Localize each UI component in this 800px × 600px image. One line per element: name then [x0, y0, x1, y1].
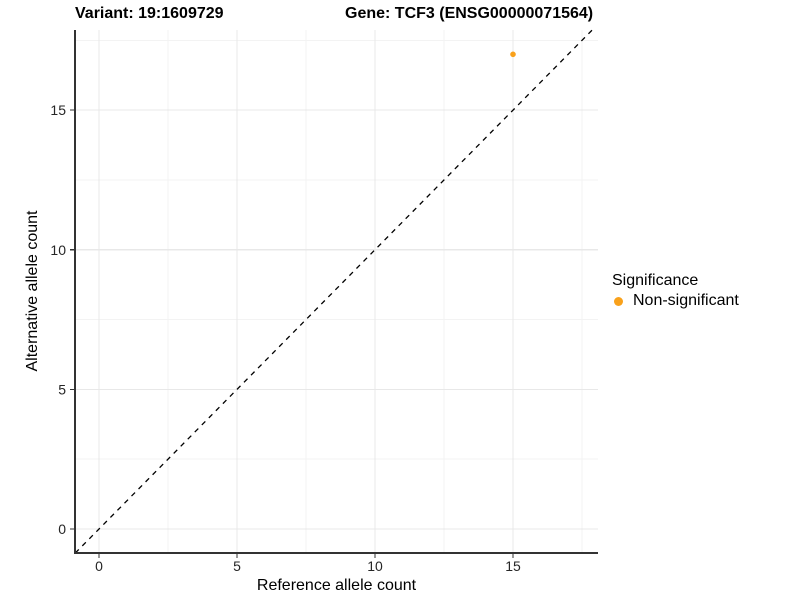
legend-item: Non-significant: [612, 292, 739, 310]
x-tick-label: 5: [233, 558, 241, 574]
x-tick-label: 15: [505, 558, 521, 574]
identity-line: [74, 29, 593, 554]
legend-point-icon: [614, 296, 623, 306]
x-tick-label: 0: [95, 558, 103, 574]
data-point: [510, 51, 516, 58]
legend-item-label: Non-significant: [633, 292, 739, 309]
x-axis-label: Reference allele count: [256, 577, 417, 594]
y-tick-label: 10: [50, 242, 66, 258]
y-tick-label: 15: [50, 102, 66, 118]
plot-title-variant: Variant: 19:1609729: [75, 5, 224, 22]
plot-title-gene: Gene: TCF3 (ENSG00000071564): [345, 5, 594, 22]
y-tick-label: 5: [58, 381, 66, 397]
y-axis-label: Alternative allele count: [24, 210, 41, 372]
legend: Significance Non-significant: [612, 272, 739, 310]
x-tick-label: 10: [367, 558, 383, 574]
legend-title: Significance: [612, 272, 699, 289]
y-tick-label: 0: [58, 521, 66, 537]
